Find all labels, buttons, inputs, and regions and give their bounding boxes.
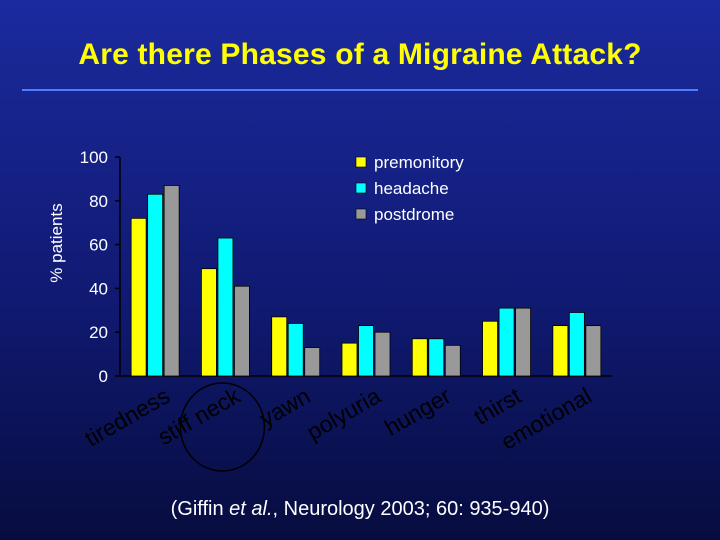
chart-bars [130,185,602,377]
citation: (Giffin et al., Neurology 2003; 60: 935-… [0,498,720,521]
bar-premonitory-hunger [411,338,428,377]
bar-postdrome-tiredness [163,185,180,377]
bar-postdrome-hunger [444,344,461,377]
bar-headache-hunger [428,338,445,377]
chart-legend: premonitory headache postdrome [355,153,464,224]
y-tick-label: 20 [89,323,108,342]
legend-label-headache: headache [374,179,449,198]
x-tick-label: stiff neck [153,382,245,450]
legend-label-postdrome: postdrome [374,205,454,224]
bar-headache-yawn [287,323,304,377]
bar-premonitory-stiff-neck [201,268,217,377]
citation-source: , Neurology 2003; 60: 935-940) [272,498,550,520]
highlight-circle-layer [179,382,266,472]
y-tick-label: 40 [89,279,108,298]
bar-premonitory-thirst [482,320,498,377]
legend-swatch-headache [355,182,367,194]
y-tick-label: 80 [89,192,108,211]
bar-postdrome-stiff-neck [234,285,250,377]
bar-postdrome-emotional [585,325,602,377]
bar-premonitory-emotional [552,325,569,377]
legend-swatch-premonitory [355,156,367,168]
title-divider [22,89,698,91]
bar-premonitory-polyuria [341,342,358,377]
legend-swatch-postdrome [355,208,367,220]
bar-premonitory-tiredness [130,217,147,377]
legend-label-premonitory: premonitory [374,153,464,172]
y-axis-title: % patients [47,203,66,282]
bar-headache-tiredness [147,193,164,377]
bar-premonitory-yawn [271,316,288,377]
bar-headache-emotional [568,312,585,377]
bar-postdrome-yawn [304,347,321,377]
x-tick-label: polyuria [302,382,385,445]
bar-headache-thirst [498,307,515,377]
citation-authors: (Giffin [170,498,230,520]
y-tick-label: 0 [99,367,108,386]
bar-postdrome-polyuria [374,331,391,377]
x-tick-label: hunger [380,382,455,440]
highlight-circle [179,382,266,472]
citation-et-al: et al. [229,498,273,520]
slide-title: Are there Phases of a Migraine Attack? [78,38,642,71]
bar-headache-polyuria [358,325,374,377]
y-tick-label: 100 [80,148,108,167]
bar-postdrome-thirst [515,307,531,377]
y-tick-label: 60 [89,236,108,255]
bar-headache-stiff-neck [217,237,234,377]
